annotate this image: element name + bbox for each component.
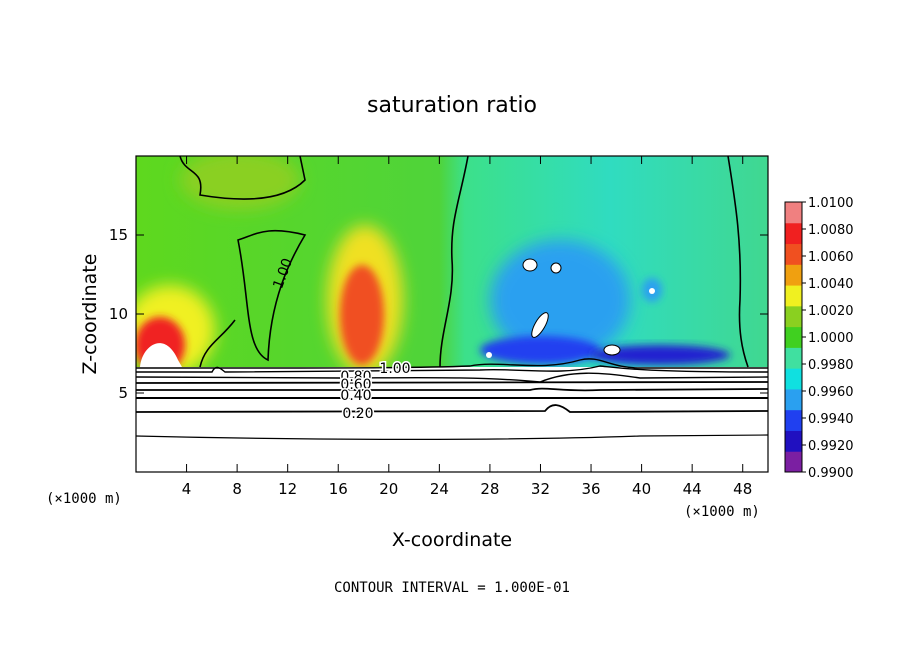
colorbar-swatch (785, 409, 802, 431)
colorbar-label: 0.9960 (808, 385, 854, 400)
x-tick-label: 12 (278, 480, 297, 498)
colorbar-label: 0.9940 (808, 412, 854, 427)
y-tick-label: 15 (109, 226, 128, 244)
y-axis-ticks: 5 10 15 (109, 226, 768, 402)
colorbar-swatch (785, 326, 802, 348)
contour-1-00-left (179, 156, 306, 200)
contour-label: 0.60 (340, 377, 371, 393)
colorbar-label: 0.9900 (808, 466, 854, 481)
x-unit-right: (×1000 m) (684, 504, 760, 520)
x-tick-label: 4 (182, 480, 192, 498)
moist-plume-mid-core (340, 265, 384, 365)
contour-line (136, 387, 768, 392)
x-tick-label: 24 (430, 480, 449, 498)
contour-line (136, 381, 768, 384)
contour-1-00-center (237, 229, 307, 362)
colorbar-label: 1.0060 (808, 250, 854, 265)
x-axis-label: X-coordinate (392, 529, 512, 551)
chart-title: saturation ratio (367, 93, 537, 118)
colorbar: 0.9900 0.9920 0.9940 0.9960 0.9980 1.0000 1.00… (784, 196, 854, 481)
colorbar-label: 1.0000 (808, 331, 854, 346)
colorbar-label: 0.9920 (808, 439, 854, 454)
x-tick-label: 16 (329, 480, 348, 498)
contour-line (136, 372, 768, 383)
colorbar-swatch (785, 368, 802, 390)
colorbar-label: 1.0080 (808, 223, 854, 238)
sparse-cloud-features (486, 258, 655, 358)
dry-core-right (590, 345, 730, 365)
contour-labels: 1.00 1.00 0.80 0.60 0.40 0.20 (270, 256, 412, 423)
colorbar-swatch (785, 430, 802, 452)
x-tick-label: 44 (683, 480, 702, 498)
colorbar-swatch (785, 202, 802, 224)
contour-line (136, 365, 768, 373)
contour-1-00-lower (199, 319, 236, 368)
x-unit-left: (×1000 m) (46, 491, 122, 507)
x-tick-label: 8 (232, 480, 242, 498)
contour-interval-note: CONTOUR INTERVAL = 1.000E-01 (334, 580, 570, 596)
colorbar-swatch (785, 285, 802, 307)
colorbar-label: 0.9980 (808, 358, 854, 373)
left-saturated-patch (140, 343, 182, 367)
x-tick-label: 32 (531, 480, 550, 498)
colorbar-swatch (785, 305, 802, 328)
plot-area (136, 156, 768, 472)
x-tick-label: 40 (632, 480, 651, 498)
x-tick-label: 28 (480, 480, 499, 498)
below-ground-mask (136, 367, 768, 472)
x-tick-label: 20 (379, 480, 398, 498)
contour-line (136, 358, 768, 369)
colorbar-swatch (785, 243, 802, 265)
contour-label: 0.80 (340, 369, 371, 385)
colorbar-swatch (785, 451, 802, 473)
contour-label: 0.40 (340, 388, 371, 404)
colorbar-swatch (785, 347, 802, 369)
colorbar-label: 1.0020 (808, 304, 854, 319)
colorbar-label: 1.0040 (808, 277, 854, 292)
contour-1-00-divide (439, 156, 469, 368)
colorbar-swatch (785, 222, 802, 245)
ground-contours (136, 358, 768, 440)
dry-region (490, 240, 630, 360)
contour-label: 0.20 (342, 406, 373, 422)
y-tick-label: 10 (109, 305, 128, 323)
contour-1-00-right (727, 156, 749, 368)
colorbar-label: 1.0100 (808, 196, 854, 211)
x-axis-ticks: 4 8 12 16 20 24 28 32 36 40 44 48 (182, 156, 752, 498)
contour-line (136, 404, 768, 413)
colorbar-swatch (785, 264, 802, 286)
unit-contours (179, 156, 749, 368)
contour-line (136, 434, 768, 440)
dry-core (480, 336, 600, 364)
colorbar-swatch (785, 388, 802, 411)
x-tick-label: 36 (581, 480, 600, 498)
y-tick-label: 5 (118, 384, 128, 402)
y-axis-label: Z-coordinate (79, 254, 101, 375)
x-tick-label: 48 (733, 480, 752, 498)
moist-region-upper (180, 156, 300, 210)
contour-label-ground: 1.00 (379, 361, 410, 377)
